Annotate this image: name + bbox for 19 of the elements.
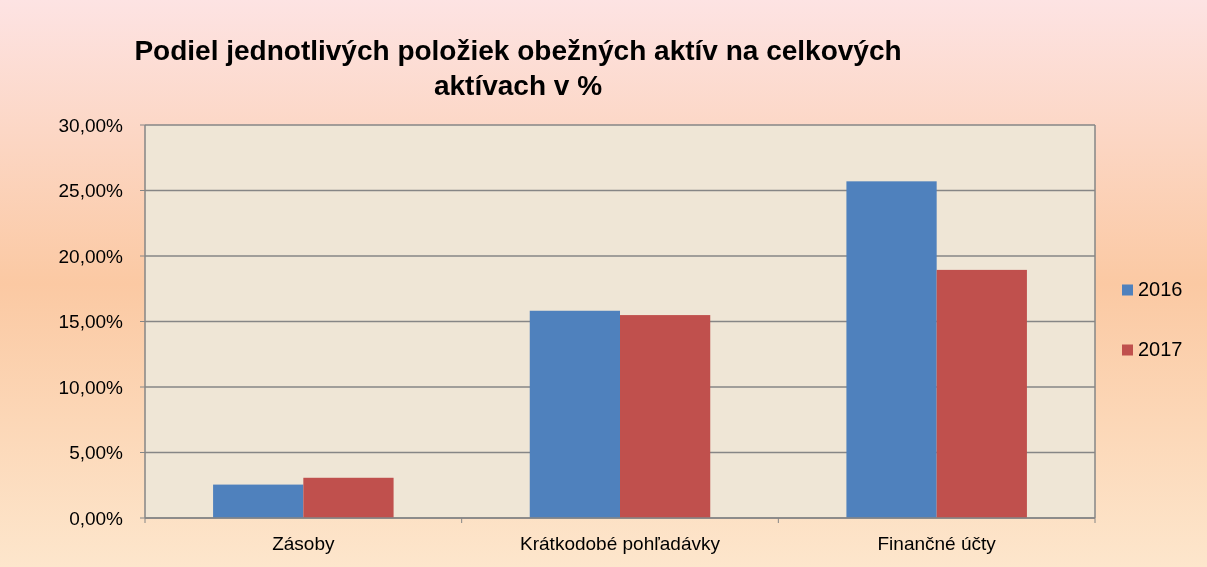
y-tick-label: 20,00% bbox=[58, 245, 124, 267]
y-tick-label: 10,00% bbox=[58, 376, 124, 398]
y-tick-label: 0,00% bbox=[69, 507, 124, 529]
x-tick-label: Zásoby bbox=[272, 533, 335, 554]
bar bbox=[936, 269, 1027, 518]
bar bbox=[213, 484, 304, 518]
y-tick-label: 25,00% bbox=[58, 180, 124, 202]
legend-label: 2017 bbox=[1138, 337, 1183, 360]
y-tick-label: 15,00% bbox=[58, 311, 124, 333]
chart-title: Podiel jednotlivých položiek obežných aktív na celkových aktívach v % bbox=[134, 35, 902, 101]
legend-label: 2016 bbox=[1138, 277, 1183, 300]
bar bbox=[303, 477, 394, 518]
y-tick-label: 5,00% bbox=[69, 442, 124, 464]
bar bbox=[846, 181, 937, 518]
x-tick-label: Krátkodobé pohľadávky bbox=[520, 533, 721, 554]
bar bbox=[620, 315, 711, 518]
x-tick-label: Finančné účty bbox=[877, 533, 997, 554]
y-tick-label: 30,00% bbox=[58, 114, 124, 136]
bar bbox=[529, 310, 620, 518]
